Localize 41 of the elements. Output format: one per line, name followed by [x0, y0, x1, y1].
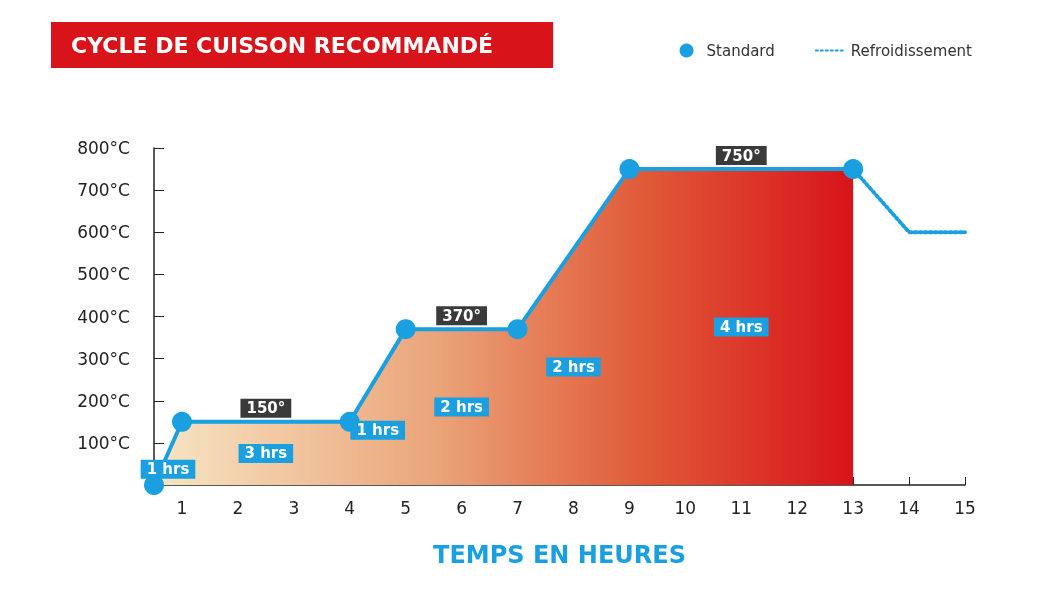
- annotation: 2 hrs: [440, 398, 484, 417]
- point: [619, 159, 640, 180]
- x-tick-label: 6: [456, 497, 468, 518]
- annotation: 4 hrs: [719, 318, 763, 337]
- point: [395, 319, 416, 340]
- annotation: 150°: [246, 399, 286, 418]
- x-tick-label: 11: [730, 497, 753, 518]
- annotation: 370°: [442, 306, 482, 325]
- x-tick-label: 7: [512, 497, 523, 518]
- annotation: 1 hrs: [356, 421, 400, 440]
- x-tick-label: 1: [176, 497, 188, 518]
- x-tick-label: 4: [344, 497, 356, 518]
- legend-label: Standard: [706, 41, 775, 60]
- annotation: 3 hrs: [244, 444, 288, 463]
- annotation: 1 hrs: [146, 460, 190, 479]
- y-tick-label: 800°C: [77, 138, 130, 158]
- x-tick-label: 13: [842, 497, 864, 518]
- x-tick-label: 12: [786, 497, 809, 518]
- x-tick-label: 8: [568, 497, 579, 518]
- x-tick-label: 3: [288, 497, 300, 518]
- y-tick-label: 600°C: [77, 222, 130, 243]
- y-tick-label: 500°C: [77, 264, 130, 285]
- point: [171, 411, 192, 432]
- x-tick-label: 14: [898, 497, 920, 518]
- chart-title: CYCLE DE CUISSON RECOMMANDÉ: [71, 32, 494, 58]
- y-tick-label: 300°C: [77, 348, 130, 369]
- x-tick-label: 10: [674, 497, 697, 518]
- point: [507, 319, 528, 340]
- y-tick-label: 200°C: [77, 390, 130, 411]
- x-axis-title: TEMPS EN HEURES: [433, 541, 686, 569]
- point: [843, 159, 864, 180]
- annotation: 2 hrs: [552, 358, 595, 377]
- y-tick-label: 100°C: [77, 432, 130, 453]
- x-tick-label: 9: [624, 497, 635, 518]
- legend-label: Refroidissement: [850, 41, 973, 60]
- x-tick-label: 15: [954, 497, 976, 518]
- y-tick-label: 700°C: [77, 180, 130, 201]
- x-tick-label: 2: [232, 497, 244, 518]
- annotation: 750°: [721, 146, 761, 165]
- y-tick-label: 400°C: [77, 306, 130, 327]
- x-tick-label: 5: [400, 497, 412, 518]
